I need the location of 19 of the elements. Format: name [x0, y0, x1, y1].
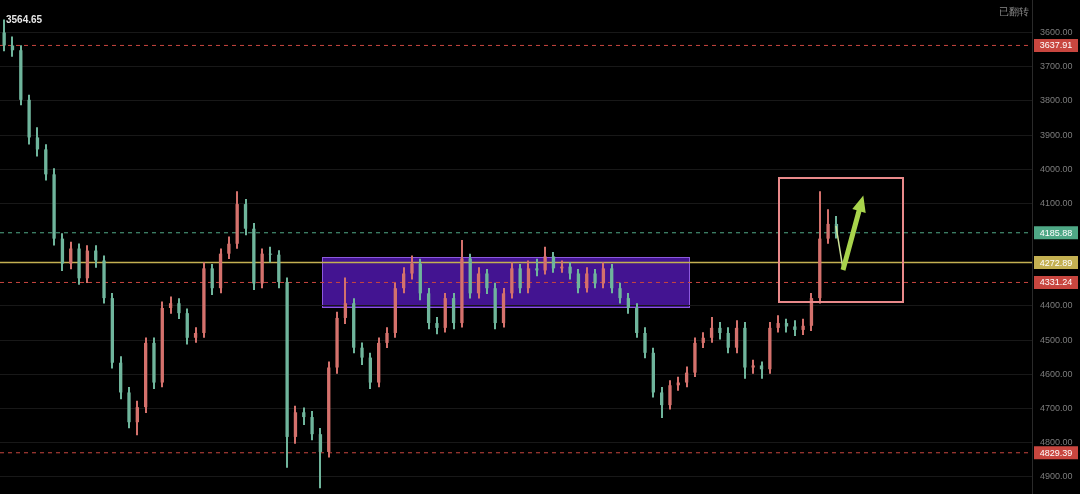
y-tick-label: 4000.00	[1040, 163, 1073, 174]
y-tick-label: 3800.00	[1040, 95, 1073, 106]
y-tick-label: 3900.00	[1040, 129, 1073, 140]
ref-line-label: 4272.89	[1039, 257, 1073, 268]
y-tick-label: 4500.00	[1040, 334, 1073, 345]
annotation: 已翻转	[999, 5, 1029, 17]
y-tick-label: 4900.00	[1040, 471, 1073, 482]
annotation: 3564.65	[6, 13, 43, 25]
y-tick-label: 4100.00	[1040, 197, 1073, 208]
ref-line-label: 4829.39	[1039, 447, 1073, 458]
ref-line-label: 4185.88	[1039, 227, 1073, 238]
y-tick-label: 4800.00	[1040, 437, 1073, 448]
ref-line-label: 3637.91	[1039, 40, 1073, 51]
y-tick-label: 4600.00	[1040, 368, 1073, 379]
ref-line-label: 4331.24	[1039, 277, 1073, 288]
y-tick-label: 4400.00	[1040, 300, 1073, 311]
y-tick-label: 4700.00	[1040, 403, 1073, 414]
y-tick-label: 3600.00	[1040, 26, 1073, 37]
y-tick-label: 3700.00	[1040, 61, 1073, 72]
